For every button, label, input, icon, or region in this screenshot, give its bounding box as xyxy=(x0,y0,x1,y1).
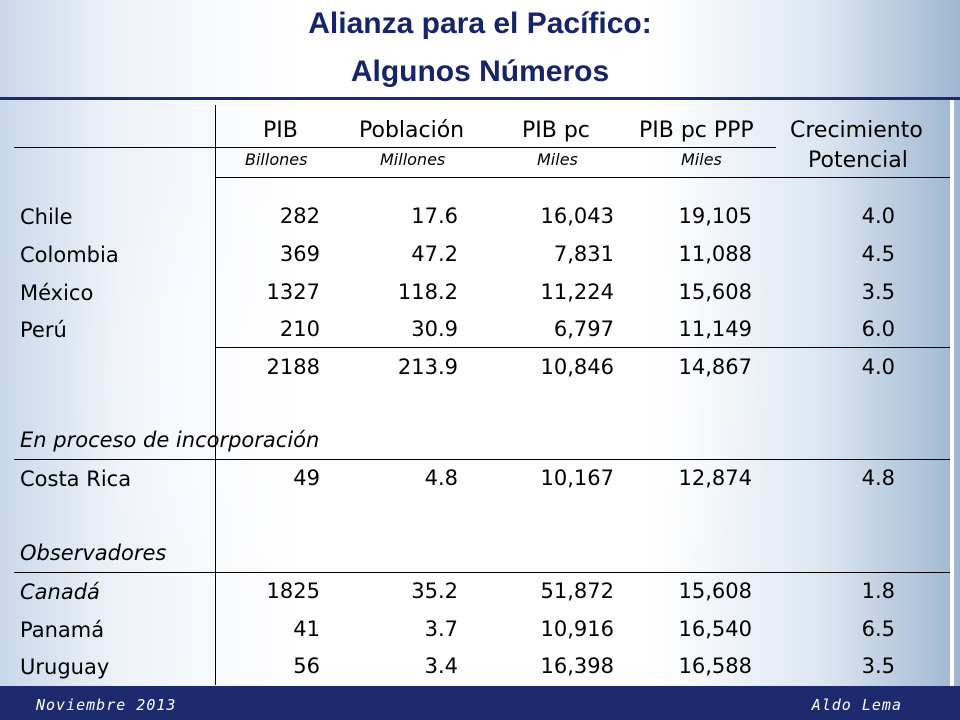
cell-total-pib-pc: 10,846 xyxy=(540,355,614,379)
cell-canada-poblacion: 35.2 xyxy=(411,579,458,603)
cell-canada-pib-pc: 51,872 xyxy=(540,579,614,603)
cell-panama-pib-pc-ppp: 16,540 xyxy=(678,617,752,641)
row-label-uruguay: Uruguay xyxy=(20,655,110,679)
column-header-pib: PIB xyxy=(263,118,298,143)
cell-total-crecimiento: 4.0 xyxy=(861,355,895,379)
cell-uruguay-pib: 56 xyxy=(293,654,320,678)
unit-miles: Miles xyxy=(537,150,578,169)
slide-title-line2: Algunos Números xyxy=(350,55,610,88)
cell-panama-pib: 41 xyxy=(293,617,320,641)
observers-rule xyxy=(14,572,950,573)
cell-uruguay-poblacion: 3.4 xyxy=(424,654,458,678)
unit-miles-ppp: Miles xyxy=(681,150,722,169)
header-rule xyxy=(14,147,776,148)
cell-chile-pib: 282 xyxy=(279,204,320,228)
row-label-panama: Panamá xyxy=(20,618,105,642)
cell-peru-pib: 210 xyxy=(279,317,320,341)
cell-colombia-pib-pc-ppp: 11,088 xyxy=(678,242,752,266)
row-label-mexico: México xyxy=(20,281,94,305)
cell-chile-pib-pc-ppp: 19,105 xyxy=(678,204,752,228)
slide-footer: Noviembre 2013 Aldo Lema xyxy=(0,686,960,720)
cell-canada-pib: 1825 xyxy=(266,579,320,603)
cell-mexico-pib: 1327 xyxy=(266,280,320,304)
cell-mexico-poblacion: 118.2 xyxy=(397,280,458,304)
row-label-canada: Canadá xyxy=(20,580,100,604)
cell-colombia-poblacion: 47.2 xyxy=(411,242,458,266)
title-divider xyxy=(0,97,960,100)
cell-mexico-pib-pc-ppp: 15,608 xyxy=(678,280,752,304)
cell-costa-rica-pib-pc: 10,167 xyxy=(540,466,614,490)
section-heading-incorporacion: En proceso de incorporación xyxy=(20,428,320,452)
cell-costa-rica-pib-pc-ppp: 12,874 xyxy=(678,466,752,490)
cell-total-poblacion: 213.9 xyxy=(397,355,458,379)
cell-canada-pib-pc-ppp: 15,608 xyxy=(678,579,752,603)
right-frame-border xyxy=(950,100,954,686)
cell-uruguay-crecimiento: 3.5 xyxy=(861,654,895,678)
cell-panama-crecimiento: 6.5 xyxy=(861,617,895,641)
column-header-pib-pc-ppp: PIB pc PPP xyxy=(639,118,754,143)
incorporation-rule xyxy=(14,459,950,460)
column-header-crecimiento: Crecimiento xyxy=(790,118,923,143)
row-label-costa-rica: Costa Rica xyxy=(20,467,132,491)
cell-colombia-crecimiento: 4.5 xyxy=(861,242,895,266)
column-header-pib-pc: PIB pc xyxy=(522,118,590,143)
unit-billones: Billones xyxy=(245,150,308,169)
cell-peru-pib-pc: 6,797 xyxy=(553,317,614,341)
footer-date: Noviembre 2013 xyxy=(36,696,177,714)
table-vertical-rule xyxy=(215,105,216,685)
cell-uruguay-pib-pc-ppp: 16,588 xyxy=(678,654,752,678)
column-header-poblacion: Población xyxy=(359,118,465,143)
cell-costa-rica-pib: 49 xyxy=(293,466,320,490)
cell-canada-crecimiento: 1.8 xyxy=(861,579,895,603)
cell-panama-poblacion: 3.7 xyxy=(424,617,458,641)
cell-chile-pib-pc: 16,043 xyxy=(540,204,614,228)
cell-total-pib: 2188 xyxy=(266,355,320,379)
row-label-colombia: Colombia xyxy=(20,243,119,267)
cell-colombia-pib: 369 xyxy=(279,242,320,266)
unit-millones: Millones xyxy=(380,150,446,169)
section-heading-observadores: Observadores xyxy=(20,541,167,565)
cell-costa-rica-crecimiento: 4.8 xyxy=(861,466,895,490)
column-header-potencial: Potencial xyxy=(808,148,908,173)
cell-total-pib-pc-ppp: 14,867 xyxy=(678,355,752,379)
cell-chile-poblacion: 17.6 xyxy=(411,204,458,228)
cell-peru-pib-pc-ppp: 11,149 xyxy=(678,317,752,341)
cell-panama-pib-pc: 10,916 xyxy=(540,617,614,641)
cell-mexico-crecimiento: 3.5 xyxy=(861,280,895,304)
units-rule xyxy=(216,177,950,178)
cell-chile-crecimiento: 4.0 xyxy=(861,204,895,228)
cell-uruguay-pib-pc: 16,398 xyxy=(540,654,614,678)
cell-peru-crecimiento: 6.0 xyxy=(861,317,895,341)
total-rule xyxy=(216,347,950,348)
cell-costa-rica-poblacion: 4.8 xyxy=(424,466,458,490)
row-label-chile: Chile xyxy=(20,205,73,229)
cell-mexico-pib-pc: 11,224 xyxy=(540,280,614,304)
row-label-peru: Perú xyxy=(20,318,67,342)
cell-colombia-pib-pc: 7,831 xyxy=(553,242,614,266)
cell-peru-poblacion: 30.9 xyxy=(411,317,458,341)
slide-title-line1: Alianza para el Pacífico: xyxy=(308,7,652,40)
footer-author: Aldo Lema xyxy=(811,696,902,714)
